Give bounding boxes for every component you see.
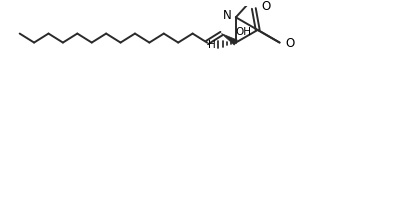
- Polygon shape: [221, 34, 237, 45]
- Text: OH: OH: [235, 27, 251, 37]
- Text: H: H: [208, 40, 215, 50]
- Text: O: O: [286, 37, 295, 50]
- Text: O: O: [262, 0, 271, 13]
- Text: N: N: [223, 9, 232, 22]
